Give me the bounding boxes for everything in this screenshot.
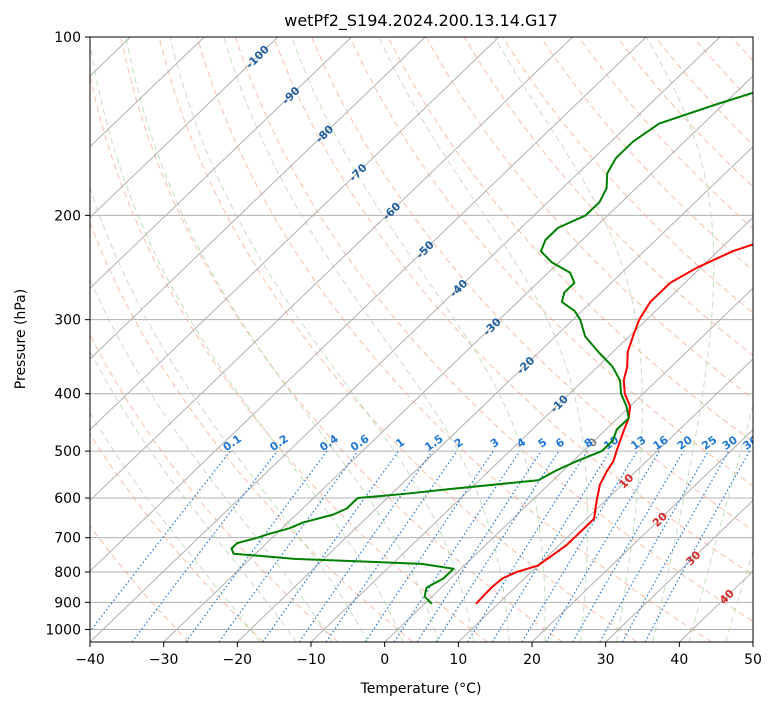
dry-adiabat-line [90, 333, 339, 642]
x-tick-label: 50 [744, 652, 762, 668]
isotherms [90, 37, 753, 642]
plot-frame [89, 36, 754, 643]
plot-area [90, 37, 753, 642]
mixing-ratio-line [521, 450, 638, 642]
x-axis-title: Temperature (°C) [360, 681, 482, 697]
moist-adiabat-line [223, 37, 510, 642]
y-tick-label: 700 [54, 531, 81, 547]
y-axis-title: Pressure (hPa) [13, 289, 29, 389]
mixing-ratio-line [218, 450, 359, 642]
dry-adiabat-line [349, 37, 753, 487]
y-tick-label: 100 [54, 30, 81, 46]
dry-adiabat-line [387, 37, 753, 443]
moist-adiabat-line [90, 350, 297, 642]
moist-adiabat-line [291, 37, 546, 642]
moist-adiabat-line [90, 278, 333, 642]
isotherm-line [90, 37, 721, 642]
chart-title: wetPf2_S194.2024.200.13.14.G17 [284, 11, 558, 31]
isotherm-line [90, 37, 205, 148]
x-axis: −40 −30 −20 −10 0 10 20 30 40 50 [75, 642, 762, 668]
moist-adiabat-line [125, 37, 439, 642]
y-tick-label: 200 [54, 208, 81, 224]
x-tick-label: 40 [670, 652, 688, 668]
x-tick-label: 10 [449, 652, 467, 668]
y-axis: 100 200 300 400 500 600 700 800 900 1000 [45, 30, 90, 638]
y-tick-label: 300 [54, 313, 81, 329]
y-tick-label: 800 [54, 565, 81, 581]
mixing-ratio-line [185, 450, 328, 642]
x-tick-label: 20 [523, 652, 541, 668]
y-tick-label: 400 [54, 387, 81, 403]
profile-series [230, 91, 753, 605]
moist-adiabat-line [725, 550, 753, 642]
mixing-ratio-lines [90, 450, 751, 642]
isotherm-line [531, 429, 753, 642]
x-tick-label: −40 [75, 652, 105, 668]
mixing-ratio-line [416, 450, 542, 642]
isotherm-line [90, 37, 647, 572]
mixing-ratio-line [393, 450, 521, 642]
moist-adiabat-line [169, 37, 475, 642]
mixing-ratio-line [262, 450, 400, 642]
x-tick-label: −10 [296, 652, 326, 668]
x-tick-label: 30 [597, 652, 615, 668]
y-tick-label: 1000 [45, 622, 81, 638]
mixing-ratio-line [364, 450, 494, 642]
mixing-ratio-line [131, 450, 278, 642]
mixing-ratio-line [599, 450, 709, 642]
moist-adiabat-line [688, 403, 753, 642]
dry-adiabat-line [158, 37, 638, 642]
isotherm-line [310, 216, 753, 642]
mixing-ratio-line [325, 450, 458, 642]
isotherm-line [384, 287, 753, 642]
isotherm-line [90, 37, 573, 502]
dewpoint-profile [230, 91, 753, 605]
isotherm-line [90, 37, 426, 360]
x-tick-label: −30 [149, 652, 179, 668]
isotherm-line [457, 358, 753, 642]
mixing-ratio-line [435, 450, 560, 642]
y-tick-label: 600 [54, 491, 81, 507]
isotherm-line [90, 37, 500, 431]
isotherm-line [605, 499, 753, 642]
y-tick-label: 500 [54, 444, 81, 460]
isotherm-line [163, 75, 753, 642]
moist-adiabats [90, 37, 753, 642]
mixing-ratio-line [491, 450, 611, 642]
moist-adiabat-line [90, 38, 404, 642]
dry-adiabat-line [425, 37, 753, 400]
mixing-ratio-line [298, 450, 433, 642]
dry-adiabat-line [90, 73, 488, 642]
y-tick-label: 900 [54, 595, 81, 611]
moist-adiabat-line [645, 37, 715, 642]
x-tick-label: −20 [223, 652, 253, 668]
isotherm-line [90, 37, 279, 219]
plot-content: -100-90-80-70-60-50-40-30-20-10010203040… [90, 37, 753, 642]
moist-adiabat-line [378, 37, 589, 642]
mixing-ratio-line [621, 450, 730, 642]
dry-adiabat-line [120, 37, 563, 642]
isotherm-line [236, 145, 753, 642]
mixing-ratio-line [644, 450, 751, 642]
x-tick-label: 0 [380, 652, 389, 668]
isotherm-line [90, 37, 352, 289]
moist-adiabat-line [90, 411, 261, 642]
moist-adiabat-line [90, 186, 369, 642]
